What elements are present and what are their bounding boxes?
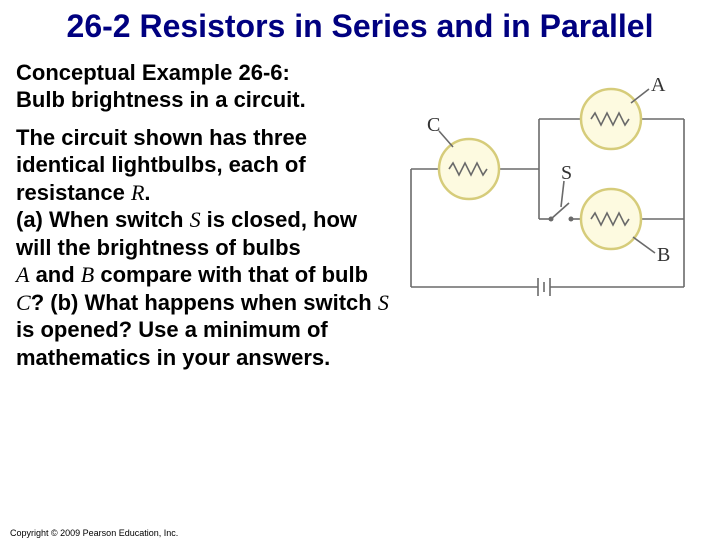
t3f: ? (b) What happens when switch (31, 290, 378, 315)
page-title: 26-2 Resistors in Series and in Parallel (60, 8, 660, 45)
example-subtitle: Bulb brightness in a circuit. (16, 87, 306, 112)
var-B: B (81, 262, 94, 287)
var-R: R (131, 180, 144, 205)
label-S: S (561, 162, 572, 184)
var-S2: S (378, 290, 389, 315)
var-A: A (16, 262, 29, 287)
example-number: Conceptual Example 26-6: (16, 60, 290, 85)
label-C: C (427, 114, 440, 136)
t1b: . (144, 180, 150, 205)
t1: The circuit shown has three identical li… (16, 125, 307, 205)
body-text: The circuit shown has three identical li… (16, 124, 396, 372)
var-C: C (16, 290, 31, 315)
label-B: B (657, 244, 670, 266)
t3g: is opened? Use a minimum of mathematics … (16, 317, 330, 370)
label-A: A (651, 74, 666, 96)
circuit-diagram: A B C S (399, 59, 704, 319)
t2a: (a) When switch (16, 207, 190, 232)
copyright-text: Copyright © 2009 Pearson Education, Inc. (10, 528, 178, 538)
content-area: Conceptual Example 26-6: Bulb brightness… (16, 59, 704, 372)
var-S1: S (190, 207, 201, 232)
t3b: and (29, 262, 80, 287)
t3d: compare with that of bulb (94, 262, 368, 287)
